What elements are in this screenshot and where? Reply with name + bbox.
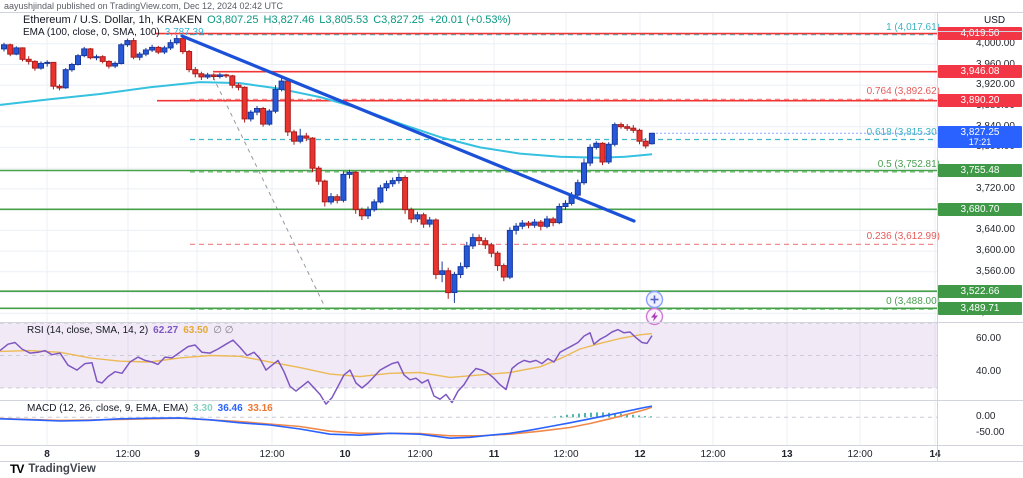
macd-signal-value: 33.16 <box>247 403 273 414</box>
quick-trade-lightning-button[interactable] <box>645 307 664 326</box>
tradingview-watermark[interactable]: TV TradingView <box>10 462 96 476</box>
tradingview-logo-text: TradingView <box>28 463 96 475</box>
rsi-ma-value: 63.50 <box>183 325 209 336</box>
downtrend-line[interactable] <box>180 34 636 223</box>
price-axis[interactable] <box>937 12 1023 445</box>
macd-legend[interactable]: MACD (12, 26, close, 9, EMA, EMA) 3.30 3… <box>27 403 273 414</box>
ohlc-low: L3,805.53 <box>319 14 369 26</box>
ema-value: 3,787.39 <box>164 27 204 38</box>
candlestick-series[interactable] <box>1 34 655 303</box>
change-value: +20.01 (+0.53%) <box>428 14 511 26</box>
rsi-line[interactable] <box>0 328 653 405</box>
dashed-guide-line[interactable] <box>212 76 326 308</box>
symbol-title[interactable]: Ethereum / U.S. Dollar, 1h, KRAKEN <box>23 14 203 26</box>
currency-label: USD <box>984 15 1006 26</box>
macd-title[interactable]: MACD (12, 26, close, 9, EMA, EMA) <box>27 403 189 414</box>
ema-title[interactable]: EMA (100, close, 0, SMA, 100) <box>23 27 160 38</box>
ohlc-high: H3,827.46 <box>263 14 315 26</box>
add-alert-plus-button[interactable] <box>645 290 664 309</box>
rsi-ma-line[interactable] <box>0 332 653 379</box>
ema-legend[interactable]: EMA (100, close, 0, SMA, 100) 3,787.39 <box>23 27 204 38</box>
rsi-value: 62.27 <box>153 325 179 336</box>
grid <box>0 12 937 445</box>
rsi-hidden-plots: ∅ ∅ <box>213 325 234 336</box>
publish-info: aayushjindal published on TradingView.co… <box>4 1 284 11</box>
macd-line[interactable] <box>0 405 653 439</box>
ohlc-close: C3,827.25 <box>373 14 424 26</box>
time-axis[interactable] <box>0 445 937 461</box>
macd-value: 36.46 <box>217 403 243 414</box>
ohlc-open: O3,807.25 <box>207 14 259 26</box>
main-symbol-legend[interactable]: Ethereum / U.S. Dollar, 1h, KRAKEN O3,80… <box>23 14 511 26</box>
tradingview-logo-icon: TV <box>10 462 24 476</box>
rsi-legend[interactable]: RSI (14, close, SMA, 14, 2) 62.27 63.50 … <box>27 325 233 336</box>
rsi-title[interactable]: RSI (14, close, SMA, 14, 2) <box>27 325 149 336</box>
macd-hist-value: 3.30 <box>193 403 213 414</box>
